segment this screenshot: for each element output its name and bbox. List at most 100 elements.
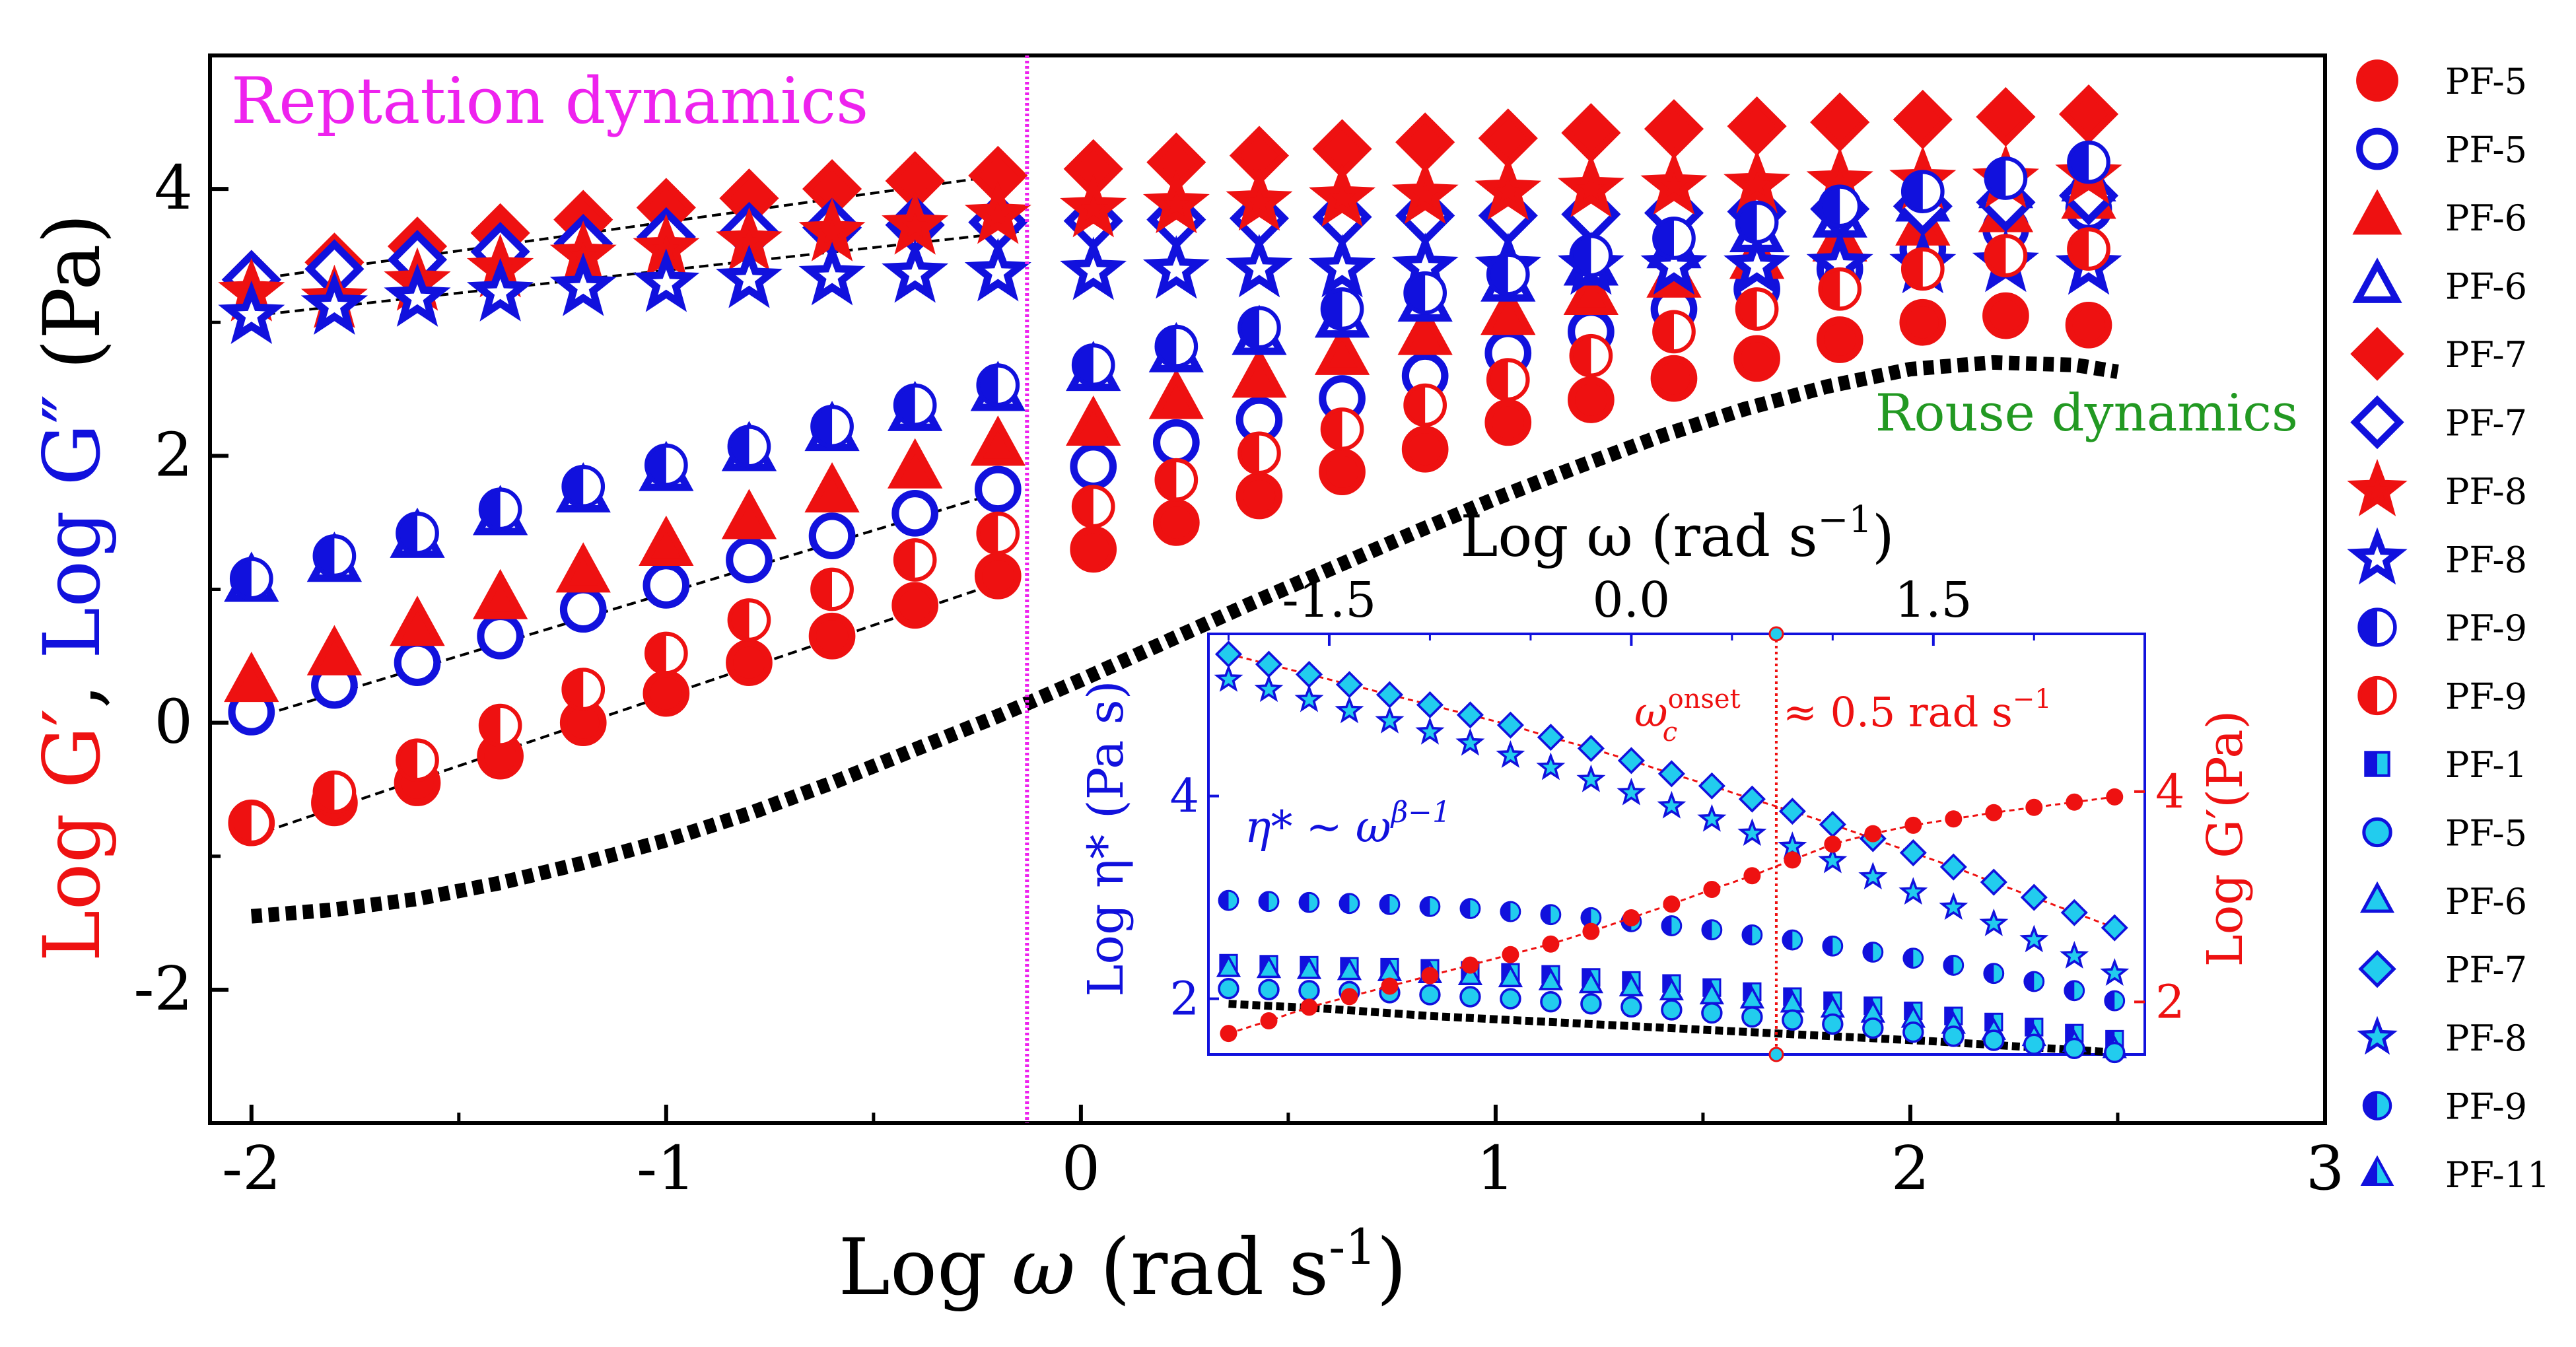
inset-power-law-eq: η* ~ ωβ−1	[1245, 796, 1451, 852]
inset-data-point	[1260, 1012, 1278, 1030]
inset-data-point	[1337, 957, 1362, 981]
y-label-gdoubleprime: Log G″	[26, 394, 118, 659]
inset-data-point	[1298, 891, 1320, 913]
inset-data-point	[1784, 851, 1801, 869]
onset-marker-bottom	[1768, 1047, 1784, 1062]
inset-data-point	[1538, 967, 1564, 990]
inset-data-point	[1537, 724, 1564, 751]
legend-label: PF-5	[2445, 61, 2527, 102]
legend-item: PF-6	[2352, 189, 2527, 239]
data-point	[1236, 472, 1283, 520]
inset-data-point	[1822, 1013, 1844, 1035]
inset-right-label: Log G′(Pa)	[2197, 710, 2254, 967]
inset-data-point	[1782, 1009, 1803, 1031]
inset-data-point	[1256, 955, 1282, 979]
inset-connector	[1228, 653, 2115, 929]
legend-label: PF-6	[2445, 266, 2527, 308]
legend-item: PF-8	[2357, 1016, 2527, 1059]
legend-marker	[2350, 395, 2404, 450]
inset-data-point	[1620, 996, 1642, 1018]
data-point	[1066, 395, 1121, 446]
x-tick-label: 3	[2306, 1133, 2345, 1204]
inset-data-point	[1939, 892, 1968, 920]
inset-data-point	[1381, 977, 1399, 995]
legend-item: PF-9	[2357, 607, 2527, 649]
x-label-unit: (rad s	[1075, 1222, 1329, 1313]
legend-item: PF-5	[2356, 127, 2527, 171]
data-point	[1652, 310, 1696, 354]
inset-connector	[1228, 796, 2115, 1035]
inset-data-point	[1576, 764, 1606, 792]
data-point	[2067, 227, 2110, 271]
main-ticks: -2 -1 0 1 2 3 -2 0 2 4	[133, 153, 2344, 1204]
inset-data-point	[2060, 940, 2089, 969]
data-point	[1727, 96, 1787, 156]
inset-yl-tick-label: 2	[1169, 972, 1199, 1026]
data-point	[976, 363, 1020, 407]
guide-line	[251, 485, 1020, 720]
data-point	[1982, 292, 2029, 339]
inset-data-point	[1536, 752, 1566, 780]
omega-c-sub: c	[1663, 717, 1677, 747]
inset-data-point	[1218, 978, 1239, 1000]
inset-data-point	[1824, 835, 1842, 853]
guide-line	[251, 171, 1019, 281]
data-point	[2058, 166, 2119, 226]
inset-data-point	[1419, 984, 1441, 1006]
inset-data-point	[1661, 915, 1683, 936]
data-point	[229, 557, 273, 601]
data-point	[478, 487, 522, 532]
inset-data-point	[1339, 893, 1360, 915]
inset-data-point	[1457, 962, 1483, 986]
data-point	[715, 244, 783, 308]
legend-marker	[2364, 751, 2390, 777]
inset-data-point	[1778, 798, 1806, 825]
inset-data-point	[1904, 816, 1922, 834]
legend-item: PF-6	[2359, 881, 2527, 922]
data-point	[1984, 156, 2028, 200]
inset-onset-annotation: ωonset c	[1634, 684, 1741, 747]
legend-item: PF-8	[2347, 459, 2527, 516]
legend-marker	[2360, 1155, 2394, 1187]
data-point	[2058, 84, 2119, 145]
data-point	[1237, 306, 1281, 350]
main-data-points	[218, 84, 2122, 846]
inset-data-point	[1218, 889, 1239, 911]
data-point	[1899, 298, 1947, 346]
inset-data-point	[1419, 895, 1441, 917]
data-point	[1314, 324, 1370, 375]
inset-data-point	[1659, 977, 1685, 1001]
inset-data-point	[1340, 988, 1358, 1006]
data-point	[810, 405, 854, 448]
legend-marker	[2347, 459, 2408, 516]
data-point	[1735, 287, 1779, 331]
inset-black-line	[1228, 1000, 2115, 1056]
legend-item: PF-7	[2350, 327, 2527, 381]
data-point	[808, 512, 856, 559]
inset-data-point	[1617, 777, 1646, 806]
data-point	[888, 438, 943, 489]
omega-c-sup: onset	[1668, 684, 1741, 714]
inset-data-point	[2025, 798, 2043, 816]
legend-item: PF-7	[2350, 395, 2527, 450]
legend-marker	[2347, 527, 2408, 585]
inset-data-point	[1214, 664, 1243, 692]
inset-data-point	[1298, 980, 1320, 1002]
legend-item: PF-1	[2364, 744, 2527, 786]
data-point	[643, 670, 690, 717]
data-point	[964, 238, 1031, 302]
inset-data-point	[1540, 904, 1562, 926]
inset-data-point	[1622, 909, 1640, 926]
y-axis-label: Log G′, Log G″ (Pa)	[26, 213, 118, 961]
legend-label: PF-11	[2445, 1154, 2550, 1196]
inset-data-point	[1456, 701, 1484, 729]
inset-data-point	[1416, 691, 1444, 718]
inset-data-point	[1496, 711, 1524, 739]
inset-data-point	[1617, 747, 1645, 775]
data-point	[384, 263, 451, 327]
inset-data-point	[2019, 924, 2049, 953]
inset-data-point	[1661, 999, 1683, 1021]
data-point	[1644, 99, 1704, 159]
